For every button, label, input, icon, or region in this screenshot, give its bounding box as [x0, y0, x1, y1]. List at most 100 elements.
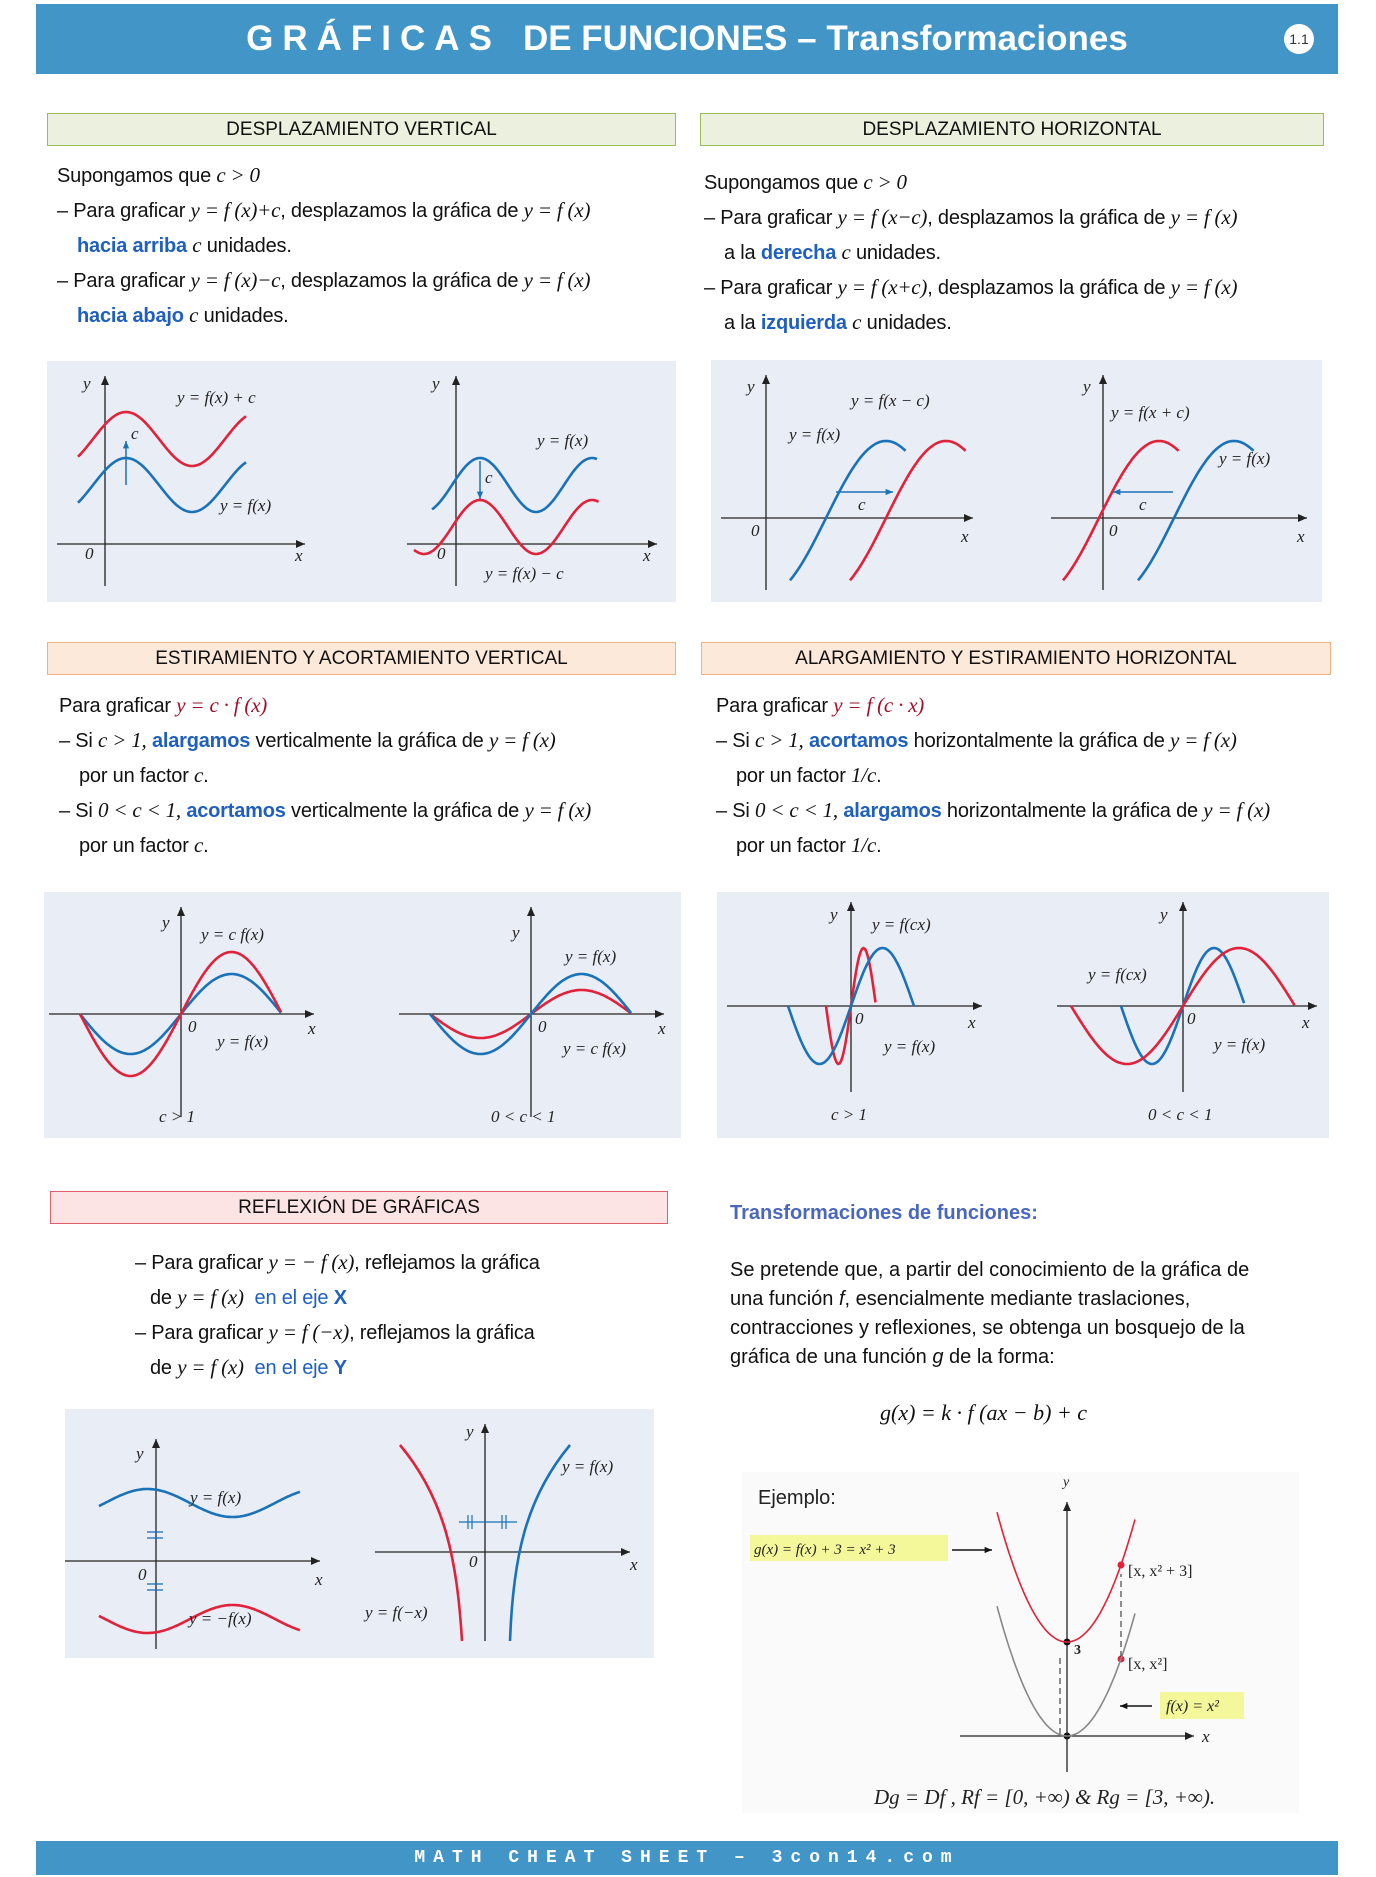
svg-text:Dg = Df , Rf = [0, +∞) & Rg: Dg = Df , Rf = [0, +∞) & Rg = [3, +∞).	[873, 1785, 1215, 1809]
svg-text:x: x	[1296, 527, 1305, 546]
svg-text:c: c	[1139, 495, 1147, 514]
original-curve	[1137, 439, 1255, 582]
stretched-curve	[78, 950, 283, 1078]
svg-text:g(x) = f(x) + 3 = x² + 3: g(x) = f(x) + 3 = x² + 3	[754, 1542, 896, 1558]
original-curve	[428, 972, 633, 1056]
section-title-horizontal-stretch: ALARGAMIENTO Y ESTIRAMIENTO HORIZONTAL	[701, 642, 1331, 675]
original-curve	[508, 1444, 571, 1642]
svg-text:y = f(cx): y = f(cx)	[870, 915, 931, 934]
svg-text:0: 0	[138, 1565, 147, 1584]
svg-text:x: x	[314, 1570, 323, 1589]
page-badge: 1.1	[1284, 24, 1314, 54]
svg-text:y: y	[134, 1444, 144, 1463]
svg-text:y = f(x): y = f(x)	[215, 1032, 268, 1051]
original-curve	[98, 1487, 301, 1519]
svg-text:0 < c < 1: 0 < c < 1	[1148, 1105, 1213, 1124]
section-title-vertical-shift: DESPLAZAMIENTO VERTICAL	[47, 113, 676, 146]
svg-text:c > 1: c > 1	[159, 1107, 195, 1126]
svg-text:0: 0	[538, 1017, 547, 1036]
original-curve	[431, 456, 598, 514]
title-rest: DE FUNCIONES – Transformaciones	[522, 19, 1128, 58]
svg-text:y = f(x): y = f(x)	[188, 1488, 241, 1507]
svg-text:c: c	[131, 424, 139, 443]
svg-text:x: x	[642, 546, 651, 565]
section-title-horizontal-shift: DESPLAZAMIENTO HORIZONTAL	[700, 113, 1324, 146]
svg-text:y: y	[430, 374, 440, 393]
horizontal-stretch-figure: y 0 x y = f(cx) y = f(x) c > 1 y 0 x y = f(cx)…	[717, 892, 1329, 1138]
svg-text:y: y	[160, 913, 170, 932]
section-title-reflection: REFLEXIÓN DE GRÁFICAS	[50, 1191, 668, 1224]
svg-text:y = c f(x): y = c f(x)	[561, 1039, 626, 1058]
svg-text:0: 0	[85, 544, 94, 563]
svg-text:0: 0	[751, 521, 760, 540]
svg-text:x: x	[967, 1013, 976, 1032]
svg-text:0: 0	[855, 1009, 864, 1028]
svg-text:y = f(x + c): y = f(x + c)	[1109, 403, 1190, 422]
svg-text:f(x) = x²: f(x) = x²	[1166, 1698, 1220, 1715]
stretched-curve	[1069, 946, 1296, 1066]
svg-text:0: 0	[1187, 1009, 1196, 1028]
svg-text:y = f(x): y = f(x)	[560, 1457, 613, 1476]
svg-text:Ejemplo:: Ejemplo:	[758, 1487, 836, 1509]
shifted-left-curve	[1062, 439, 1180, 582]
vertical-shift-figure: y 0 x y = f(x) + c y = f(x) c y 0 x y = f(x) y …	[47, 361, 676, 602]
svg-text:x: x	[1201, 1727, 1210, 1746]
svg-text:y: y	[1081, 377, 1091, 396]
general-formula: g(x) = k · f (ax − b) + c	[880, 1400, 1088, 1425]
svg-text:y = f(x): y = f(x)	[882, 1037, 935, 1056]
svg-text:x: x	[629, 1555, 638, 1574]
original-curve	[789, 439, 907, 582]
svg-text:y = −f(x): y = −f(x)	[187, 1609, 252, 1628]
svg-text:y: y	[745, 377, 755, 396]
svg-text:y = c f(x): y = c f(x)	[199, 925, 264, 944]
svg-text:y: y	[1158, 905, 1168, 924]
shifted-up-curve	[77, 410, 247, 468]
transformations-paragraph: Se pretende que, a partir del conocimien…	[730, 1259, 1250, 1368]
shifted-right-curve	[849, 439, 967, 582]
svg-text:x: x	[960, 527, 969, 546]
svg-text:c: c	[485, 468, 493, 487]
svg-text:y = f(x): y = f(x)	[1217, 449, 1270, 468]
svg-text:x: x	[307, 1019, 316, 1038]
svg-text:y = f(x): y = f(x)	[218, 496, 271, 515]
shifted-down-curve	[413, 498, 600, 556]
svg-text:y = f(x): y = f(x)	[563, 947, 616, 966]
svg-text:y = f(−x): y = f(−x)	[363, 1603, 428, 1622]
f-parabola	[996, 1605, 1136, 1737]
svg-text:y = f(x − c): y = f(x − c)	[849, 391, 930, 410]
original-curve	[77, 456, 247, 514]
reflection-figure: y 0 x y = f(x) y = −f(x) y 0 x y = f(x) y = f(…	[65, 1409, 654, 1658]
vertical-stretch-figure: y 0 x y = c f(x) y = f(x) c > 1 y 0 x y = f(x)…	[44, 892, 681, 1138]
svg-text:y: y	[828, 905, 838, 924]
svg-text:0: 0	[1109, 521, 1118, 540]
svg-text:0: 0	[188, 1017, 197, 1036]
svg-text:[x, x² + 3]: [x, x² + 3]	[1128, 1563, 1192, 1580]
svg-text:x: x	[294, 546, 303, 565]
svg-text:c > 1: c > 1	[831, 1105, 867, 1124]
svg-text:y = f(x): y = f(x)	[787, 425, 840, 444]
svg-text:0: 0	[469, 1552, 478, 1571]
svg-text:[x, x²]: [x, x²]	[1128, 1656, 1167, 1673]
transformations-heading: Transformaciones de funciones:	[730, 1202, 1038, 1224]
svg-text:y: y	[464, 1422, 474, 1441]
svg-text:y = f(x) + c: y = f(x) + c	[175, 388, 256, 407]
svg-text:y: y	[1061, 1475, 1070, 1490]
svg-text:c: c	[858, 495, 866, 514]
section-title-vertical-stretch: ESTIRAMIENTO Y ACORTAMIENTO VERTICAL	[47, 642, 676, 675]
svg-text:3: 3	[1074, 1643, 1081, 1658]
svg-text:y = f(x): y = f(x)	[535, 431, 588, 450]
svg-text:0 < c < 1: 0 < c < 1	[491, 1107, 556, 1126]
svg-text:x: x	[1301, 1013, 1310, 1032]
reflected-y-curve	[399, 1444, 464, 1642]
svg-text:x: x	[657, 1019, 666, 1038]
footer: MATH CHEAT SHEET – 3con14.com	[36, 1841, 1338, 1875]
svg-text:y = f(x): y = f(x)	[1212, 1035, 1265, 1054]
example-figure: Ejemplo: g(x) = f(x) + 3 = x² + 3 f(x) =…	[742, 1472, 1299, 1813]
g-parabola	[996, 1511, 1136, 1643]
svg-text:y: y	[510, 923, 520, 942]
svg-text:y: y	[81, 374, 91, 393]
title-graficas: GRÁFICAS	[246, 19, 501, 58]
svg-text:0: 0	[437, 544, 446, 563]
page-header: GRÁFICAS DE FUNCIONES – Transformaciones…	[36, 4, 1338, 74]
svg-text:y = f(x) − c: y = f(x) − c	[483, 564, 564, 583]
